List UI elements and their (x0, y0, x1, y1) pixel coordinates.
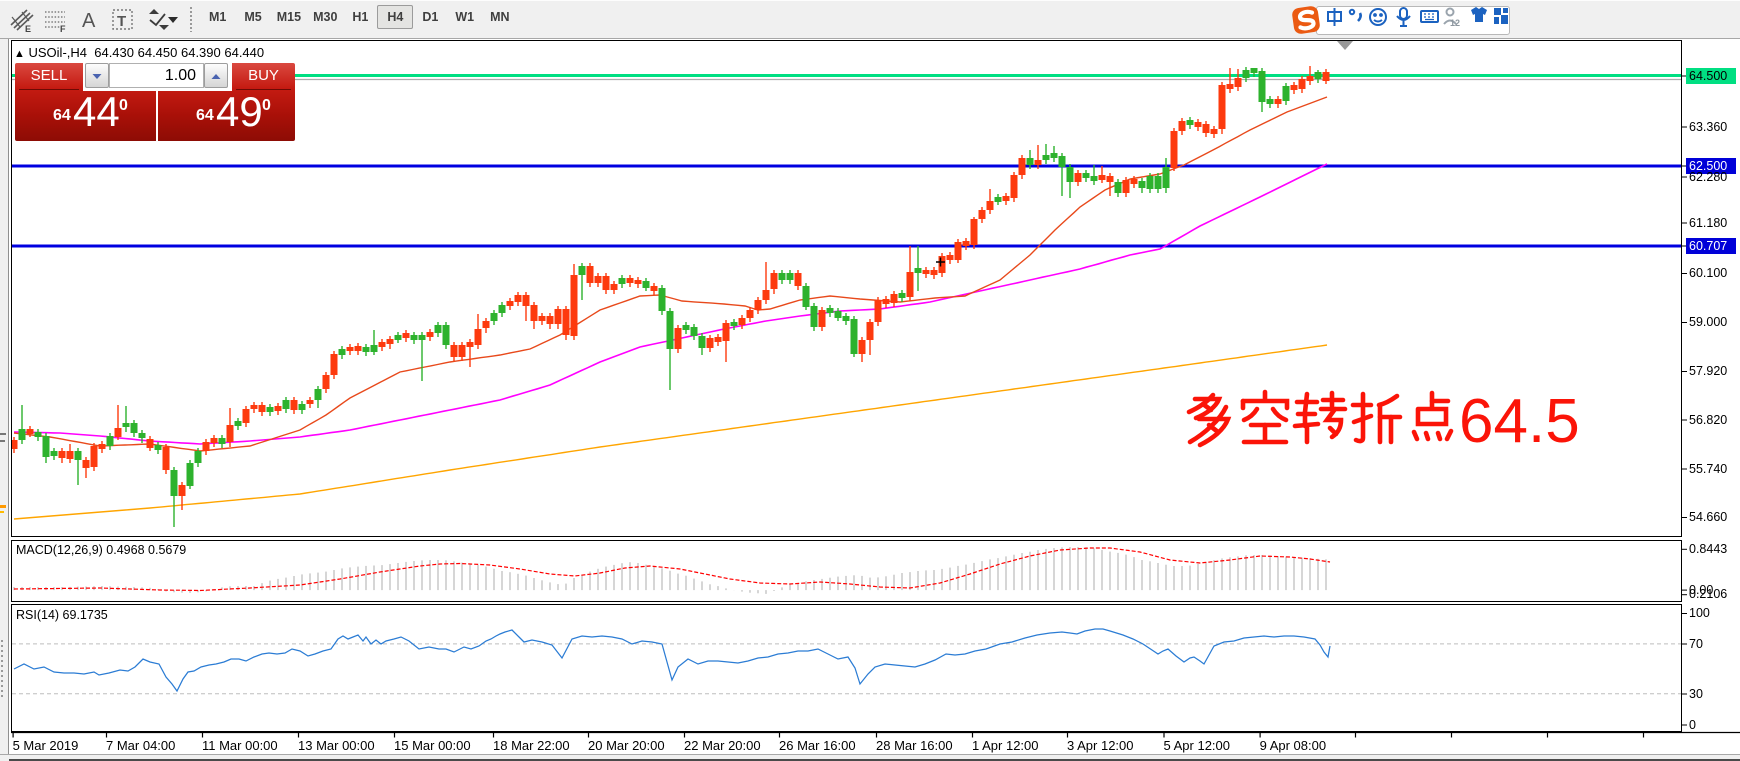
svg-text:64.5: 64.5 (1459, 387, 1580, 456)
svg-text:E: E (25, 24, 31, 34)
svg-text:A: A (82, 10, 96, 32)
svg-text:F: F (60, 24, 66, 34)
svg-text:12: 12 (1450, 18, 1460, 28)
svg-text:T: T (117, 13, 126, 30)
